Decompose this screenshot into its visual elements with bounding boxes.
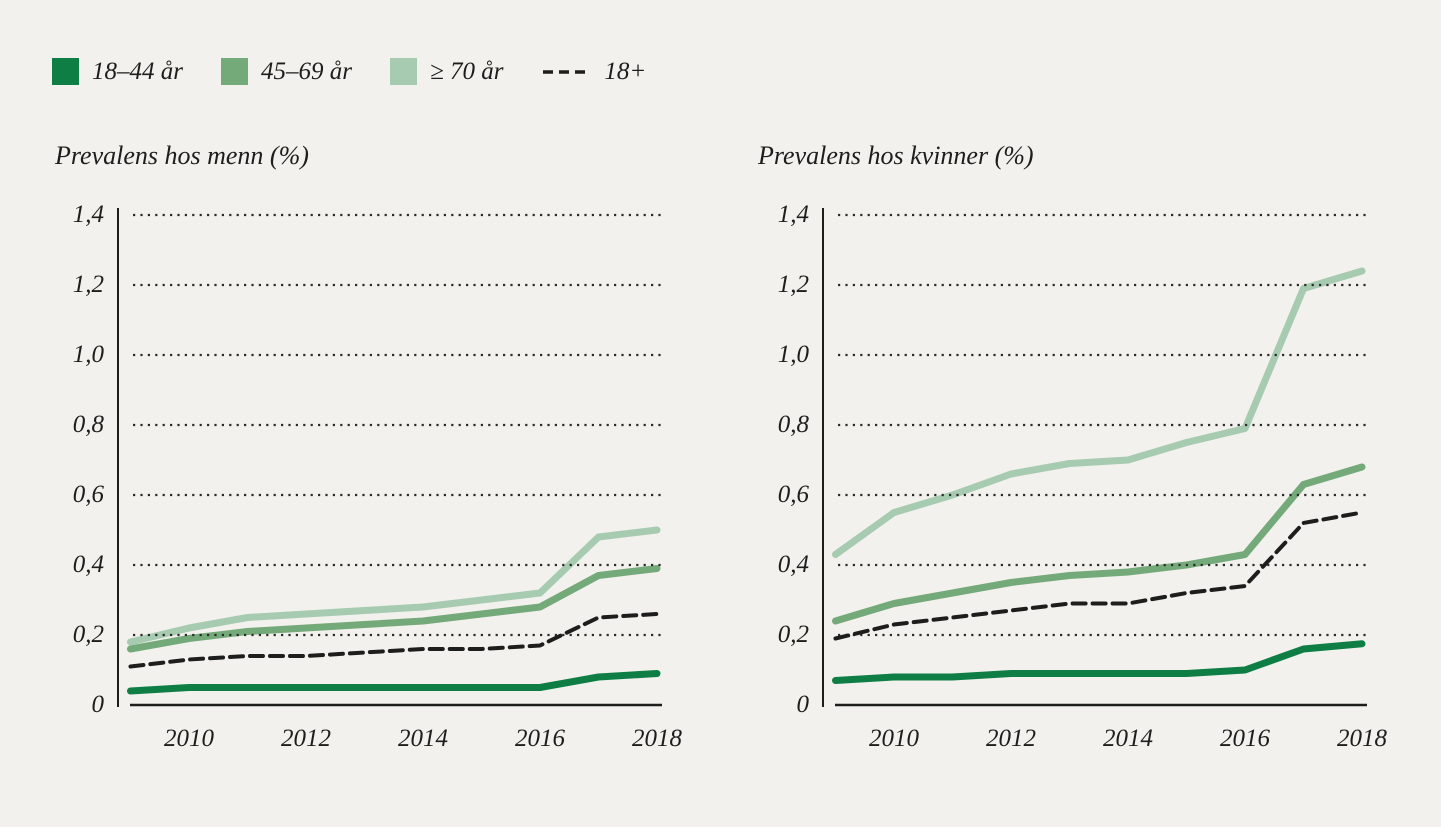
y-tick-label-1,2: 1,2 — [72, 271, 104, 298]
y-tick-label-0,8: 0,8 — [777, 411, 809, 438]
x-tick-label-2010: 2010 — [869, 725, 919, 752]
x-tick-label-2018: 2018 — [1337, 725, 1387, 752]
series-line-18plus-dashed — [128, 612, 659, 669]
dashed-line-icon — [543, 70, 592, 74]
legend-label: 18+ — [604, 58, 647, 85]
legend-item-45-69: 45–69 år — [220, 58, 352, 85]
series-line-4569r — [127, 565, 661, 653]
y-tick-label-0,4: 0,4 — [777, 551, 809, 578]
series-line-70r — [832, 267, 1366, 558]
x-tick-label-2012: 2012 — [281, 725, 331, 752]
x-tick-label-2016: 2016 — [1220, 725, 1270, 752]
line-chart-kvinner — [822, 208, 1370, 707]
y-tick-label-0: 0 — [796, 691, 810, 718]
legend-label: ≥ 70 år — [429, 58, 504, 85]
series-line-18plus-dashed — [833, 510, 1364, 641]
y-tick-label-0,6: 0,6 — [777, 481, 809, 508]
series-line-1844r — [832, 640, 1366, 684]
x-tick-label-2018: 2018 — [632, 725, 682, 752]
legend-label: 18–44 år — [92, 58, 183, 85]
series-line-70r — [127, 526, 661, 646]
y-tick-label-0,4: 0,4 — [72, 551, 104, 578]
legend-item-18plus: 18+ — [541, 58, 646, 85]
y-tick-label-1,4: 1,4 — [777, 201, 809, 228]
legend-swatch-18-44 — [52, 58, 79, 85]
y-tick-label-1,4: 1,4 — [72, 201, 104, 228]
y-tick-label-0,2: 0,2 — [777, 621, 809, 648]
x-tick-label-2016: 2016 — [515, 725, 565, 752]
line-chart-menn — [117, 208, 665, 707]
x-tick-label-2012: 2012 — [986, 725, 1036, 752]
y-tick-label-0: 0 — [91, 691, 105, 718]
chart-title-menn: Prevalens hos menn (%) — [55, 141, 309, 170]
legend-swatch-45-69 — [220, 58, 248, 85]
y-tick-label-1,0: 1,0 — [777, 341, 809, 368]
chart-title-kvinner: Prevalens hos kvinner (%) — [758, 141, 1034, 170]
x-tick-label-2014: 2014 — [398, 725, 448, 752]
legend-item-70plus: ≥ 70 år — [389, 58, 504, 85]
x-tick-label-2014: 2014 — [1103, 725, 1153, 752]
x-tick-label-2010: 2010 — [164, 725, 214, 752]
series-line-4569r — [832, 463, 1366, 625]
legend: 18–44 år 45–69 år ≥ 70 år 18+ — [52, 58, 646, 85]
y-tick-label-0,6: 0,6 — [72, 481, 104, 508]
y-tick-label-1,0: 1,0 — [72, 341, 104, 368]
y-tick-label-0,8: 0,8 — [72, 411, 104, 438]
series-line-1844r — [127, 670, 661, 695]
y-tick-label-1,2: 1,2 — [777, 271, 809, 298]
legend-item-18-44: 18–44 år — [52, 58, 183, 85]
legend-label: 45–69 år — [260, 58, 352, 85]
legend-swatch-70plus — [389, 58, 417, 85]
y-tick-label-0,2: 0,2 — [72, 621, 104, 648]
